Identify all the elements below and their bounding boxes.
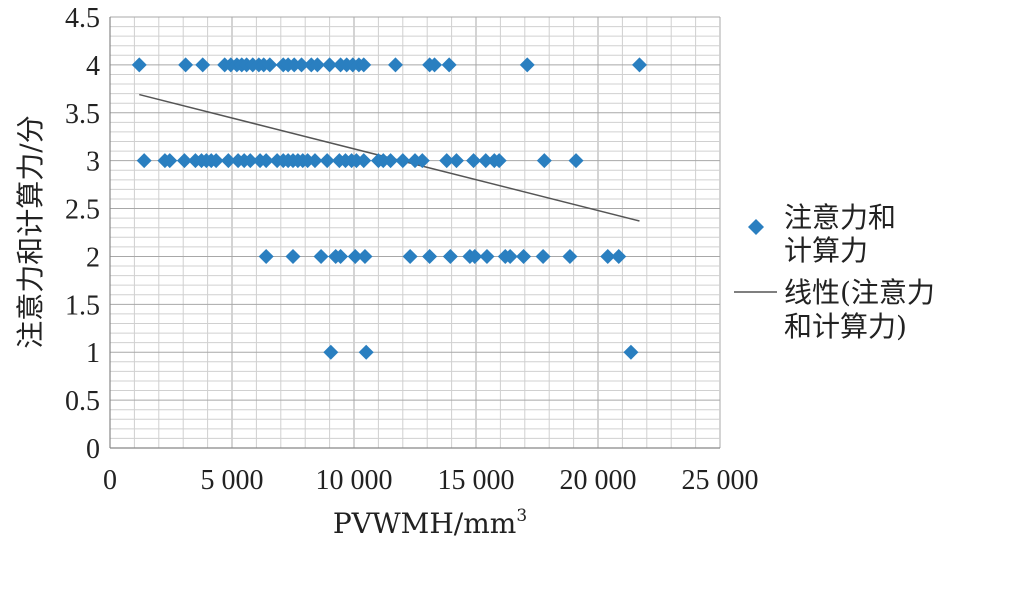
- data-point: [568, 153, 584, 169]
- data-point: [208, 153, 224, 169]
- data-point: [258, 248, 274, 264]
- data-point: [358, 344, 374, 360]
- data-point: [466, 153, 482, 169]
- x-tick-label: 10 000: [316, 465, 393, 496]
- legend-label-scatter-line2: 计算力: [784, 234, 868, 267]
- x-tick-label: 20 000: [560, 465, 637, 496]
- data-point: [479, 248, 495, 264]
- data-point: [441, 57, 457, 73]
- data-point: [322, 57, 338, 73]
- data-points: [131, 57, 647, 360]
- data-point: [519, 57, 535, 73]
- legend-label-scatter-line1: 注意力和: [784, 201, 896, 234]
- data-point: [356, 153, 372, 169]
- legend-diamond-marker: [748, 219, 764, 235]
- data-point: [262, 57, 278, 73]
- y-axis-title: 注意力和计算力/分: [14, 115, 47, 348]
- x-tick-label: 5 000: [201, 465, 264, 496]
- data-point: [309, 57, 325, 73]
- data-point: [347, 248, 363, 264]
- x-tick-label: 15 000: [438, 465, 515, 496]
- data-point: [313, 248, 329, 264]
- x-axis-title-text: PVWMH/mm: [333, 507, 516, 540]
- data-point: [178, 57, 194, 73]
- y-tick-label: 2: [86, 242, 100, 273]
- data-point: [307, 153, 323, 169]
- data-point: [176, 153, 192, 169]
- y-tick-label: 0.5: [65, 386, 100, 417]
- data-point: [357, 248, 373, 264]
- data-point: [319, 153, 335, 169]
- data-point: [402, 248, 418, 264]
- data-point: [442, 248, 458, 264]
- data-point: [535, 248, 551, 264]
- data-point: [195, 57, 211, 73]
- data-point: [422, 248, 438, 264]
- y-tick-label: 2.5: [65, 195, 100, 226]
- data-point: [258, 153, 274, 169]
- data-point: [478, 153, 494, 169]
- data-point: [562, 248, 578, 264]
- x-tick-label: 25 000: [682, 465, 759, 496]
- y-tick-label: 3.5: [65, 99, 100, 130]
- data-point: [220, 153, 236, 169]
- data-point: [395, 153, 411, 169]
- x-axis-ticks: 0 5 000 10 000 15 000 20 000 25 000: [103, 465, 759, 496]
- data-point: [467, 248, 483, 264]
- x-tick-label: 0: [103, 465, 117, 496]
- y-tick-label: 4: [86, 51, 100, 82]
- legend-label-trend-line2: 和计算力): [784, 310, 907, 343]
- data-point: [414, 153, 430, 169]
- y-tick-label: 1: [86, 338, 100, 369]
- x-axis-title: PVWMH/mm3: [333, 506, 527, 540]
- data-point: [383, 153, 399, 169]
- data-point: [242, 153, 258, 169]
- data-point: [131, 57, 147, 73]
- data-point: [448, 153, 464, 169]
- data-point: [502, 248, 518, 264]
- data-point: [136, 153, 152, 169]
- y-axis-ticks: 0 0.5 1 1.5 2 2.5 3 3.5 4 4.5: [65, 3, 100, 465]
- data-point: [285, 248, 301, 264]
- legend: 注意力和 计算力 线性(注意力 和计算力): [734, 201, 935, 343]
- x-axis-title-superscript: 3: [516, 506, 527, 526]
- data-point: [611, 248, 627, 264]
- legend-label-trend-line1: 线性(注意力: [784, 276, 935, 309]
- y-tick-label: 4.5: [65, 3, 100, 34]
- data-point: [323, 344, 339, 360]
- y-tick-label: 3: [86, 147, 100, 178]
- data-point: [294, 57, 310, 73]
- data-point: [427, 57, 443, 73]
- data-point: [623, 344, 639, 360]
- data-point: [491, 153, 507, 169]
- y-tick-label: 0: [86, 434, 100, 465]
- data-point: [631, 57, 647, 73]
- y-tick-label: 1.5: [65, 290, 100, 321]
- grid: [109, 16, 721, 449]
- data-point: [439, 153, 455, 169]
- data-point: [387, 57, 403, 73]
- data-point: [356, 57, 372, 73]
- data-point: [333, 248, 349, 264]
- data-point: [600, 248, 616, 264]
- data-point: [162, 153, 178, 169]
- data-point: [516, 248, 532, 264]
- data-point: [536, 153, 552, 169]
